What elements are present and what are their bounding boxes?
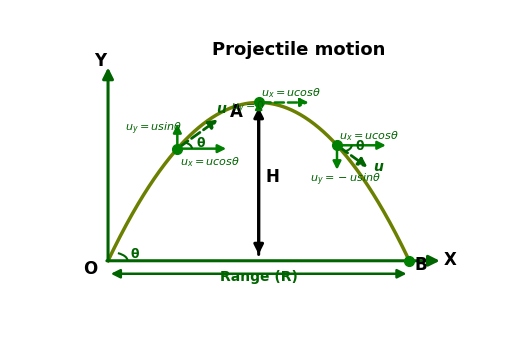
Text: $u_y = 0$: $u_y = 0$ <box>231 100 265 116</box>
Text: u: u <box>216 102 226 116</box>
Text: $u_y = -usin\theta$: $u_y = -usin\theta$ <box>309 171 381 188</box>
Text: $u_y = usin\theta$: $u_y = usin\theta$ <box>124 120 181 137</box>
Text: Projectile motion: Projectile motion <box>212 41 385 59</box>
Text: H: H <box>266 168 280 186</box>
Text: θ: θ <box>131 248 139 261</box>
Text: $u_x = ucos\theta$: $u_x = ucos\theta$ <box>180 155 240 168</box>
Text: Y: Y <box>94 52 106 70</box>
Text: θ: θ <box>356 140 365 153</box>
Text: O: O <box>83 260 98 278</box>
Text: A: A <box>230 103 243 121</box>
Text: $u_x = ucos\theta$: $u_x = ucos\theta$ <box>339 129 399 143</box>
Text: B: B <box>414 256 426 274</box>
Text: X: X <box>444 251 457 269</box>
Text: $u_x = ucos\theta$: $u_x = ucos\theta$ <box>261 86 321 100</box>
Text: Range (R): Range (R) <box>220 270 297 284</box>
Text: θ: θ <box>196 137 204 150</box>
Text: u: u <box>373 160 383 174</box>
